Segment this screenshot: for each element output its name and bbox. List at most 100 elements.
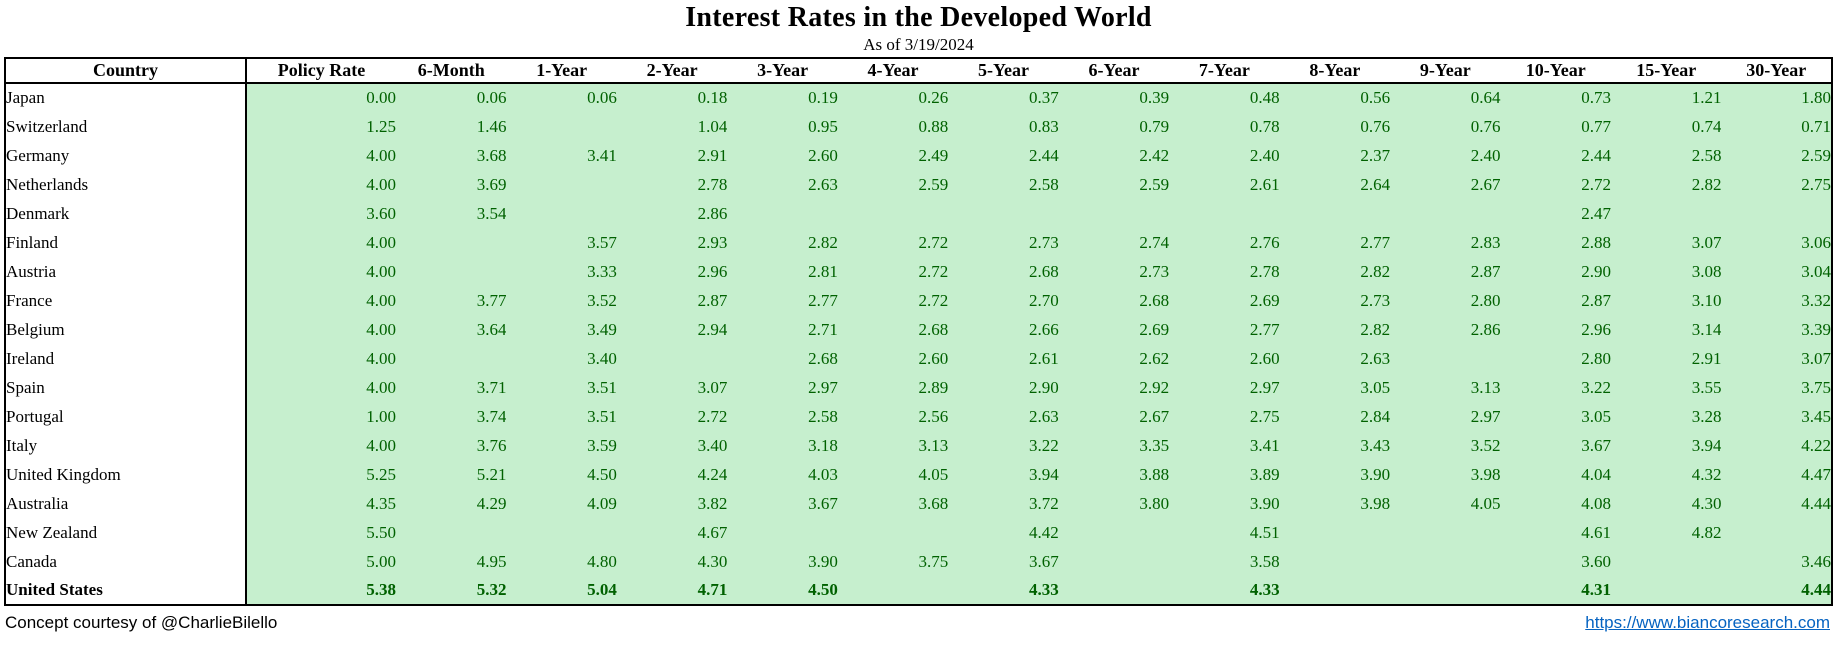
rate-cell: 3.76 [396,431,507,460]
rate-cell [506,170,617,199]
rate-cell: 4.00 [246,286,396,315]
rate-cell: 2.61 [948,344,1059,373]
rate-cell: 3.51 [506,402,617,431]
rate-cell: 2.56 [837,402,949,431]
rate-cell: 3.10 [1610,286,1722,315]
rate-cell: 2.82 [1279,257,1391,286]
rate-cell [506,199,617,228]
rate-cell: 3.14 [1610,315,1722,344]
rate-cell: 2.64 [1279,170,1391,199]
rate-cell: 2.68 [948,257,1059,286]
rate-cell: 2.91 [616,141,728,170]
column-header-7-year: 7-Year [1169,58,1280,84]
rate-cell: 4.03 [727,460,838,489]
research-link[interactable]: https://www.biancoresearch.com [1585,613,1830,632]
rate-cell: 4.44 [1721,576,1832,605]
rate-cell: 4.42 [948,518,1059,547]
rate-cell: 3.64 [396,315,507,344]
rate-cell: 2.87 [1500,286,1611,315]
table-row: Netherlands 4.00 3.69 2.78 2.63 2.59 2.58 2.59 2… [5,170,1832,199]
column-header-8-year: 8-Year [1279,58,1391,84]
rate-cell: 2.75 [1169,402,1280,431]
rate-cell: 3.67 [1500,431,1611,460]
rate-cell: 3.75 [837,547,949,576]
rate-cell [837,518,949,547]
rate-cell: 0.73 [1500,83,1611,112]
country-cell: Spain [5,373,247,402]
rate-cell: 4.47 [1721,460,1832,489]
rate-cell: 3.72 [948,489,1059,518]
rate-cell: 5.04 [506,576,617,605]
rate-cell: 3.57 [506,228,617,257]
rate-cell [1610,199,1722,228]
rate-cell [837,199,949,228]
rate-cell: 3.45 [1721,402,1832,431]
rate-cell: 5.50 [246,518,396,547]
rate-cell: 2.83 [1390,228,1501,257]
rate-cell: 4.51 [1169,518,1280,547]
country-cell: Switzerland [5,112,247,141]
rate-cell: 2.84 [1279,402,1391,431]
rate-cell: 2.74 [1058,228,1170,257]
rate-cell: 2.58 [727,402,838,431]
rate-cell: 4.00 [246,228,396,257]
country-cell: United States [5,576,247,605]
rate-cell: 1.25 [246,112,396,141]
rate-cell: 3.71 [396,373,507,402]
rate-cell: 3.55 [1610,373,1722,402]
rate-cell: 3.41 [506,141,617,170]
rate-cell: 2.75 [1721,170,1832,199]
rate-cell: 3.54 [396,199,507,228]
rate-cell: 3.33 [506,257,617,286]
rate-cell [948,199,1059,228]
rate-cell: 3.32 [1721,286,1832,315]
table-row: Japan 0.00 0.06 0.06 0.18 0.19 0.26 0.37 0.39 0.4… [5,83,1832,112]
table-row: United Kingdom 5.25 5.21 4.50 4.24 4.03 4.05 3.… [5,460,1832,489]
rate-cell: 0.56 [1279,83,1391,112]
rate-cell: 4.33 [948,576,1059,605]
rate-cell: 4.00 [246,373,396,402]
rate-cell: 2.82 [727,228,838,257]
rate-cell [1279,576,1391,605]
rate-cell [1610,547,1722,576]
rate-cell: 2.97 [1390,402,1501,431]
page-title: Interest Rates in the Developed World [685,2,1152,33]
rate-cell: 2.93 [616,228,728,257]
rate-cell: 0.76 [1279,112,1391,141]
rate-cell: 2.60 [837,344,949,373]
rate-cell [396,518,507,547]
interest-rates-table: Country Policy Rate 6-Month 1-Year 2-Year 3-Y… [4,57,1833,606]
rate-cell [1058,518,1170,547]
rate-cell: 3.68 [396,141,507,170]
rate-cell: 2.44 [1500,141,1611,170]
column-header-2-year: 2-Year [616,58,728,84]
table-row: Canada 5.00 4.95 4.80 4.30 3.90 3.75 3.67 3.58 3.… [5,547,1832,576]
rate-cell: 2.86 [616,199,728,228]
rate-cell: 3.39 [1721,315,1832,344]
rate-cell: 3.07 [1721,344,1832,373]
country-cell: Japan [5,83,247,112]
rate-cell: 3.94 [948,460,1059,489]
rate-cell: 3.07 [616,373,728,402]
rate-cell [1279,547,1391,576]
rate-cell: 3.74 [396,402,507,431]
country-cell: Portugal [5,402,247,431]
country-cell: France [5,286,247,315]
rate-cell: 2.69 [1058,315,1170,344]
rate-cell: 2.60 [727,141,838,170]
rate-cell: 2.80 [1390,286,1501,315]
rate-cell [506,518,617,547]
rate-cell: 0.18 [616,83,728,112]
rate-cell: 2.60 [1169,344,1280,373]
rate-cell: 3.52 [1390,431,1501,460]
rate-cell: 0.37 [948,83,1059,112]
rate-cell: 3.18 [727,431,838,460]
rate-cell: 2.78 [616,170,728,199]
rate-cell: 0.39 [1058,83,1170,112]
rate-cell: 2.90 [948,373,1059,402]
rate-cell: 3.98 [1390,460,1501,489]
rate-cell: 5.21 [396,460,507,489]
rate-cell: 0.79 [1058,112,1170,141]
rate-cell: 3.98 [1279,489,1391,518]
table-row: Germany 4.00 3.68 3.41 2.91 2.60 2.49 2.44 2.42 2… [5,141,1832,170]
